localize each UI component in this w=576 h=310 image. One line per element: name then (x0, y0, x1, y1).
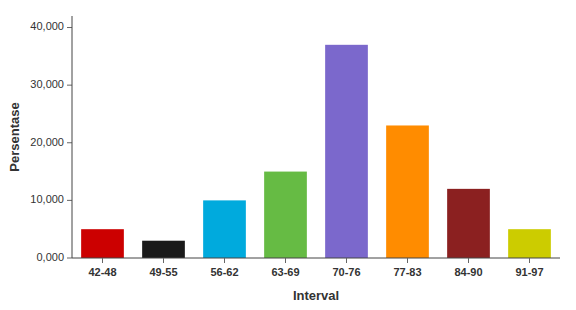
x-axis: 42-48 49-55 56-62 63-69 70-76 77-83 84-90 91-97 (88, 258, 543, 278)
y-tick (67, 85, 72, 86)
chart-container: 0,000 10,000 20,000 30,000 40,000 42-48 49-55 5… (0, 0, 576, 310)
y-tick-label: 10,000 (30, 193, 64, 205)
x-tick-label: 49-55 (149, 266, 177, 278)
bar (81, 229, 124, 258)
x-tick (163, 258, 164, 263)
x-axis-line (72, 258, 560, 259)
x-tick (468, 258, 469, 263)
y-tick (67, 142, 72, 143)
x-tick-label: 42-48 (88, 266, 116, 278)
y-tick-label: 40,000 (30, 20, 64, 32)
x-tick (285, 258, 286, 263)
x-tick (529, 258, 530, 263)
x-tick-label: 77-83 (393, 266, 421, 278)
x-tick-label: 56-62 (210, 266, 238, 278)
x-axis-label: Interval (293, 288, 339, 303)
x-tick (224, 258, 225, 263)
bar (508, 229, 551, 258)
y-tick (67, 200, 72, 201)
x-tick-label: 84-90 (454, 266, 482, 278)
y-axis-label: Persentase (7, 102, 22, 171)
bar (386, 125, 429, 258)
x-tick (407, 258, 408, 263)
chart-svg: 0,000 10,000 20,000 30,000 40,000 42-48 49-55 5… (0, 0, 576, 310)
x-tick (346, 258, 347, 263)
bar (142, 241, 185, 258)
y-tick-label: 30,000 (30, 78, 64, 90)
y-tick (67, 258, 72, 259)
bar (447, 189, 490, 258)
bar (203, 200, 246, 258)
bar (325, 45, 368, 258)
y-axis-line (72, 16, 73, 258)
bar (264, 172, 307, 258)
y-tick (67, 27, 72, 28)
x-tick-label: 63-69 (271, 266, 299, 278)
y-tick-label: 20,000 (30, 136, 64, 148)
bars (81, 45, 551, 258)
y-axis: 0,000 10,000 20,000 30,000 40,000 (30, 20, 72, 262)
x-tick-label: 91-97 (515, 266, 543, 278)
x-tick (102, 258, 103, 263)
x-tick-label: 70-76 (332, 266, 360, 278)
y-tick-label: 0,000 (36, 251, 64, 263)
